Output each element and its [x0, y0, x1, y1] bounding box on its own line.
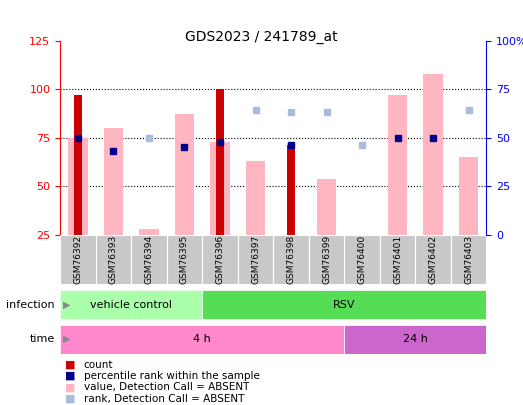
Text: ▶: ▶ — [63, 334, 70, 344]
Text: GSM76403: GSM76403 — [464, 234, 473, 284]
Bar — [415, 235, 451, 284]
Text: GSM76397: GSM76397 — [251, 234, 260, 284]
Bar — [104, 128, 123, 235]
Bar — [202, 290, 486, 319]
Text: count: count — [84, 360, 113, 369]
Text: ■: ■ — [65, 360, 76, 369]
Bar — [139, 229, 158, 235]
Text: GSM76392: GSM76392 — [73, 234, 83, 284]
Bar — [167, 235, 202, 284]
Text: GSM76398: GSM76398 — [287, 234, 295, 284]
Bar — [68, 138, 88, 235]
Bar — [96, 235, 131, 284]
Text: GSM76396: GSM76396 — [215, 234, 224, 284]
Bar — [423, 74, 443, 235]
Text: ▶: ▶ — [63, 300, 70, 310]
Text: value, Detection Call = ABSENT: value, Detection Call = ABSENT — [84, 382, 249, 392]
Bar — [74, 95, 82, 235]
Bar — [246, 161, 265, 235]
Bar — [175, 114, 194, 235]
Text: GSM76401: GSM76401 — [393, 234, 402, 284]
Bar — [216, 89, 224, 235]
Bar — [274, 235, 309, 284]
Text: ■: ■ — [65, 382, 76, 392]
Text: vehicle control: vehicle control — [90, 300, 172, 310]
Bar — [309, 235, 344, 284]
Bar — [238, 235, 274, 284]
Bar — [451, 235, 486, 284]
Text: GSM76402: GSM76402 — [429, 235, 438, 284]
Text: time: time — [30, 334, 55, 344]
Bar — [210, 142, 230, 235]
Bar — [287, 145, 295, 235]
Bar — [60, 235, 96, 284]
Bar — [317, 179, 336, 235]
Text: ■: ■ — [65, 371, 76, 381]
Text: GSM76394: GSM76394 — [144, 234, 153, 284]
Bar — [380, 235, 415, 284]
Text: infection: infection — [6, 300, 55, 310]
Text: GDS2023 / 241789_at: GDS2023 / 241789_at — [185, 30, 338, 45]
Text: GSM76393: GSM76393 — [109, 234, 118, 284]
Text: 24 h: 24 h — [403, 334, 428, 344]
Bar — [388, 95, 407, 235]
Text: GSM76395: GSM76395 — [180, 234, 189, 284]
Text: ■: ■ — [65, 394, 76, 403]
Bar — [131, 235, 167, 284]
Text: percentile rank within the sample: percentile rank within the sample — [84, 371, 259, 381]
Text: rank, Detection Call = ABSENT: rank, Detection Call = ABSENT — [84, 394, 244, 403]
Bar — [202, 235, 238, 284]
Bar — [60, 325, 344, 354]
Bar — [60, 290, 202, 319]
Bar — [459, 157, 479, 235]
Bar — [344, 325, 486, 354]
Text: RSV: RSV — [333, 300, 356, 310]
Text: GSM76399: GSM76399 — [322, 234, 331, 284]
Text: GSM76400: GSM76400 — [358, 234, 367, 284]
Bar — [344, 235, 380, 284]
Text: 4 h: 4 h — [194, 334, 211, 344]
